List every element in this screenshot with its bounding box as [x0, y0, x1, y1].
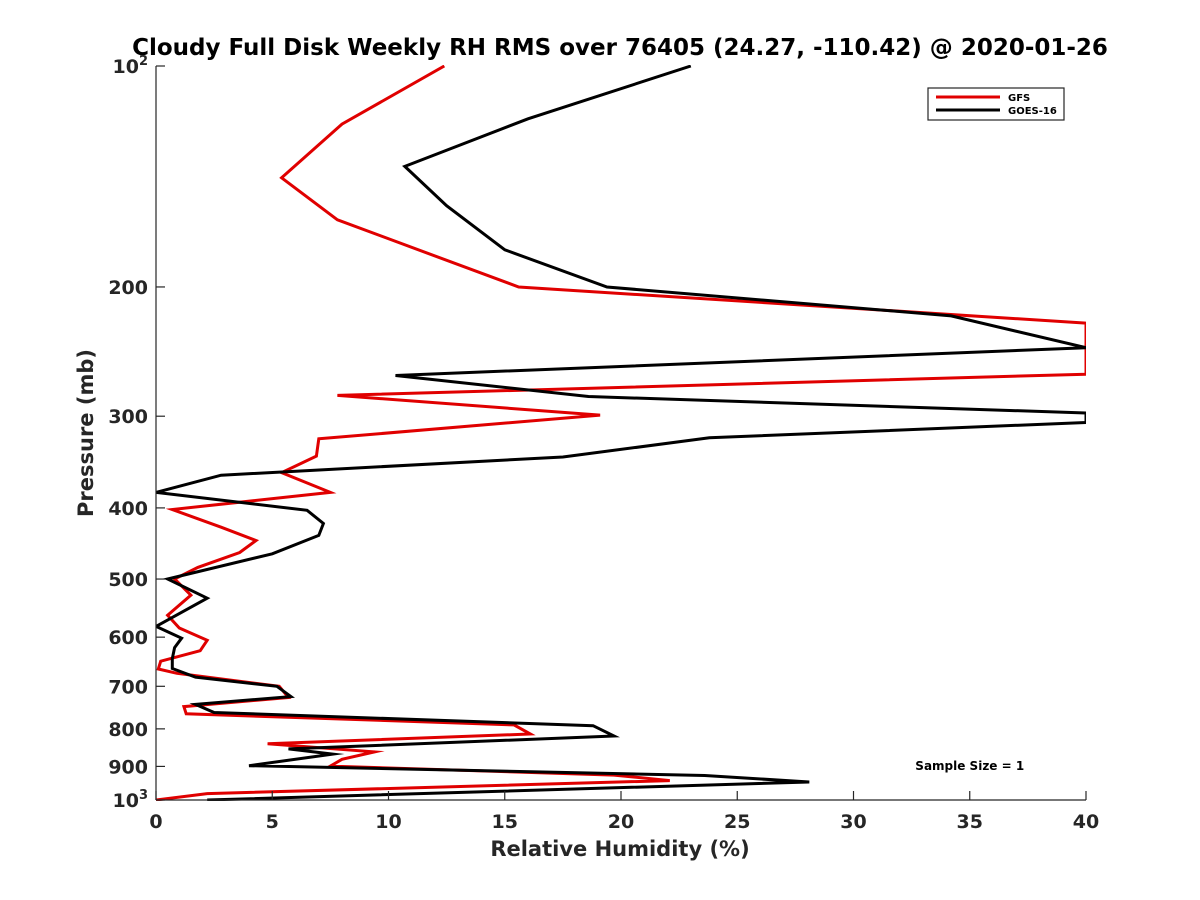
y-tick-label: 900: [108, 756, 148, 778]
chart-title: Cloudy Full Disk Weekly RH RMS over 7640…: [132, 35, 1108, 61]
plot-area: 0 5 10 15 20 25 30 35 40102200300400500600700800…: [108, 54, 1099, 833]
x-tick-label: 20: [608, 811, 634, 833]
y-tick-label: 700: [108, 676, 148, 698]
legend-label-gfs: GFS: [1008, 93, 1030, 104]
legend-label-goes-16: GOES-16: [1008, 106, 1057, 117]
x-axis-label: Relative Humidity (%): [490, 837, 749, 861]
y-tick-label: 103: [113, 788, 149, 812]
x-tick-label: 40: [1073, 811, 1099, 833]
y-tick-base: 10: [113, 790, 139, 812]
series-line-gfs: [156, 65, 1086, 801]
annotations: Sample Size = 1: [915, 759, 1024, 773]
y-tick-label: 600: [108, 627, 148, 649]
y-tick-label: 300: [108, 406, 148, 428]
y-tick-label: 500: [108, 569, 148, 591]
y-tick-exponent: 2: [139, 54, 148, 69]
y-tick-label: 800: [108, 719, 148, 741]
y-tick-base: 10: [113, 56, 139, 78]
x-tick-label: 30: [840, 811, 866, 833]
y-tick-label: 102: [113, 54, 149, 78]
y-tick-label: 400: [108, 498, 148, 520]
x-tick-label: 0: [149, 811, 162, 833]
sample-size-annotation: Sample Size = 1: [915, 759, 1024, 773]
legend-box: [927, 87, 1065, 121]
series-line-goes-16: [156, 65, 1086, 801]
x-tick-label: 15: [492, 811, 518, 833]
x-tick-label: 10: [375, 811, 401, 833]
x-tick-label: 5: [266, 811, 279, 833]
y-tick-label: 200: [108, 277, 148, 299]
x-tick-label: 35: [957, 811, 983, 833]
x-tick-label: 25: [724, 811, 750, 833]
series-lines: [156, 65, 1086, 801]
legend: GFS GOES-16: [927, 87, 1065, 121]
y-axis-label: Pressure (mb): [74, 349, 98, 517]
y-tick-exponent: 3: [139, 788, 148, 803]
